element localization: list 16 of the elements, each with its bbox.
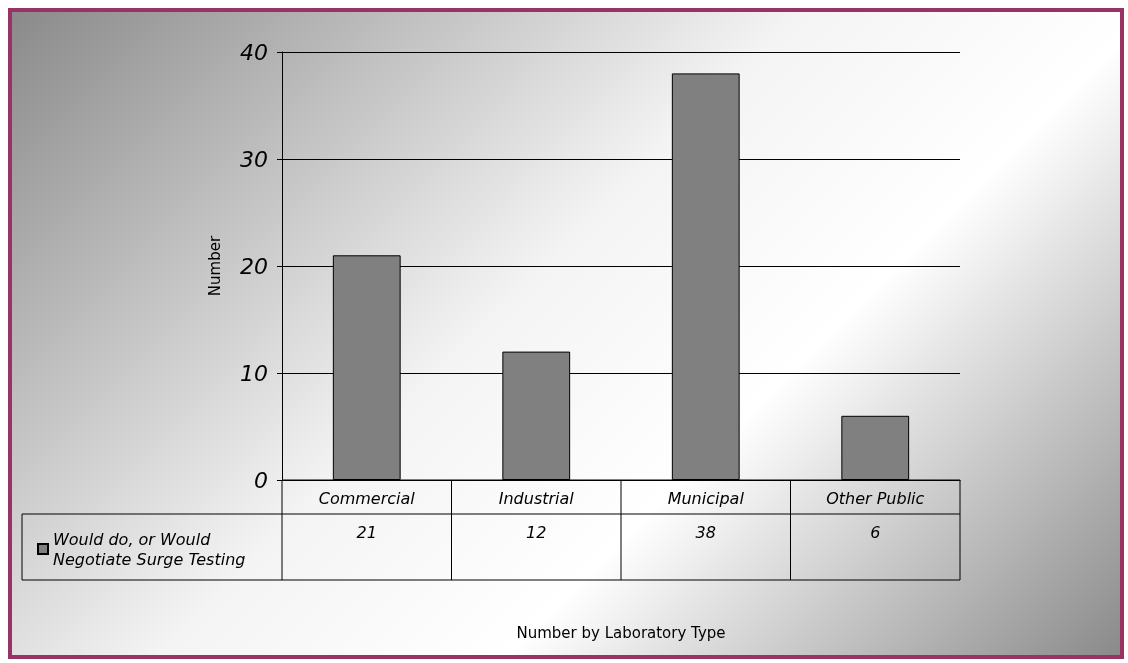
data-label: 12 <box>526 522 547 542</box>
data-label: 21 <box>356 522 377 542</box>
x-tick-label: Other Public <box>826 488 925 508</box>
x-tick-label: Industrial <box>498 488 575 508</box>
y-tick-label: 0 <box>254 467 268 493</box>
x-tick-label: Municipal <box>667 488 745 508</box>
y-tick-label: 30 <box>240 146 268 172</box>
y-tick-label: 40 <box>240 39 268 65</box>
text: Number by Laboratory Type <box>516 623 726 642</box>
legend-label: Would do, or Would Negotiate Surge Testing <box>53 529 246 569</box>
y-tick-label: 20 <box>240 253 268 279</box>
data-label: 6 <box>870 522 881 542</box>
x-tick-label: Commercial <box>318 488 416 508</box>
y-axis-title: Number <box>205 235 224 297</box>
data-label: 38 <box>695 522 716 542</box>
y-tick-label: 10 <box>240 360 268 386</box>
